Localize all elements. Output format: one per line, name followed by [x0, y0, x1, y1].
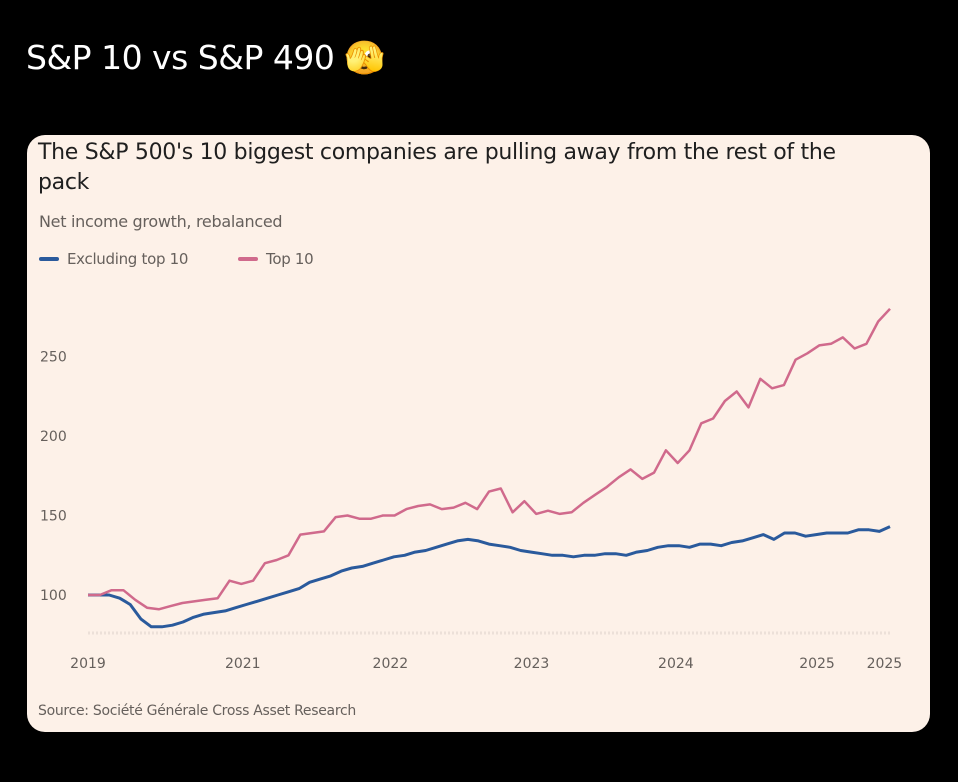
series-line-top-10: [88, 307, 891, 611]
x-tick-label: 2025: [867, 656, 903, 672]
legend-item-excluding-top-10: Excluding top 10: [39, 250, 188, 268]
y-tick-label: 150: [40, 509, 67, 525]
x-tick-label: 2023: [514, 656, 550, 672]
x-tick-label: 2021: [225, 656, 261, 672]
x-tick-label: 2019: [70, 656, 106, 672]
legend-item-top-10: Top 10: [238, 250, 314, 268]
chart-source: Source: Société Générale Cross Asset Res…: [38, 703, 356, 719]
series-line-excluding-top-10: [88, 525, 891, 629]
legend-label: Top 10: [266, 250, 314, 268]
peeking-face-emoji: 🫣: [344, 38, 385, 77]
post-title: S&P 10 vs S&P 490 🫣: [26, 38, 385, 78]
chart-title: The S&P 500's 10 biggest companies are p…: [38, 140, 836, 195]
x-tick-label: 2025: [799, 656, 835, 672]
chart-subtitle: Net income growth, rebalanced: [39, 212, 283, 231]
y-tick-label: 100: [40, 588, 67, 604]
legend-label: Excluding top 10: [67, 250, 189, 268]
x-tick-label: 2022: [373, 656, 409, 672]
x-tick-label: 2024: [658, 656, 694, 672]
y-tick-label: 250: [40, 350, 67, 366]
legend-swatch: [238, 257, 258, 261]
post-title-text: S&P 10 vs S&P 490: [26, 38, 335, 77]
legend-swatch: [39, 257, 59, 261]
y-tick-label: 200: [40, 429, 67, 445]
